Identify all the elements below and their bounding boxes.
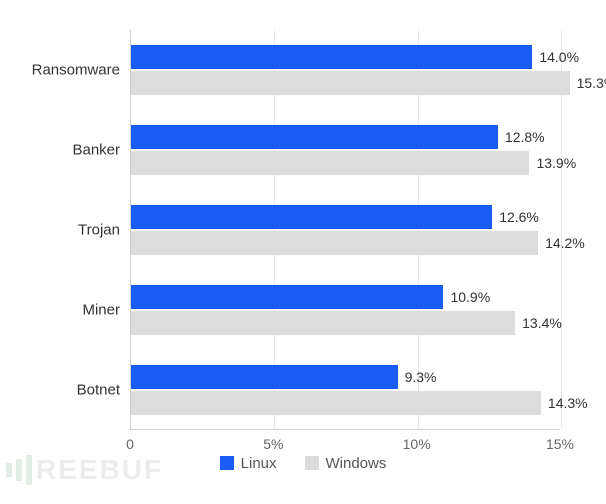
x-tick-label: 0 [126, 436, 134, 452]
legend-label: Windows [326, 455, 387, 472]
category-label: Trojan [20, 222, 120, 239]
bar-linux [131, 205, 492, 229]
chart-container: LinuxWindows 05%10%15%Ransomware14.0%15.… [20, 30, 586, 474]
value-label: 14.3% [548, 395, 588, 411]
category-label: Miner [20, 302, 120, 319]
legend-swatch [305, 456, 319, 470]
value-label: 10.9% [450, 289, 490, 305]
legend-swatch [220, 456, 234, 470]
plot-area [130, 30, 560, 430]
bar-linux [131, 285, 443, 309]
bar-windows [131, 391, 541, 415]
bar-linux [131, 365, 398, 389]
watermark-text: REEBUF [36, 454, 163, 486]
value-label: 14.2% [545, 235, 585, 251]
bar-linux [131, 45, 532, 69]
x-tick-label: 15% [546, 436, 574, 452]
value-label: 12.8% [505, 129, 545, 145]
value-label: 13.9% [536, 155, 576, 171]
category-label: Banker [20, 142, 120, 159]
legend-item: Linux [220, 455, 277, 472]
category-label: Botnet [20, 382, 120, 399]
legend-label: Linux [241, 455, 277, 472]
watermark: REEBUF [6, 454, 163, 486]
value-label: 14.0% [539, 49, 579, 65]
value-label: 12.6% [499, 209, 539, 225]
value-label: 9.3% [405, 369, 437, 385]
bar-windows [131, 71, 570, 95]
bar-linux [131, 125, 498, 149]
bar-windows [131, 231, 538, 255]
bar-windows [131, 151, 529, 175]
watermark-bar [6, 463, 12, 477]
bar-windows [131, 311, 515, 335]
value-label: 15.3% [577, 75, 606, 91]
x-tick-label: 10% [403, 436, 431, 452]
legend-item: Windows [305, 455, 387, 472]
watermark-bar [16, 459, 22, 481]
watermark-bar [26, 455, 32, 485]
category-label: Ransomware [20, 62, 120, 79]
x-tick-label: 5% [263, 436, 283, 452]
value-label: 13.4% [522, 315, 562, 331]
